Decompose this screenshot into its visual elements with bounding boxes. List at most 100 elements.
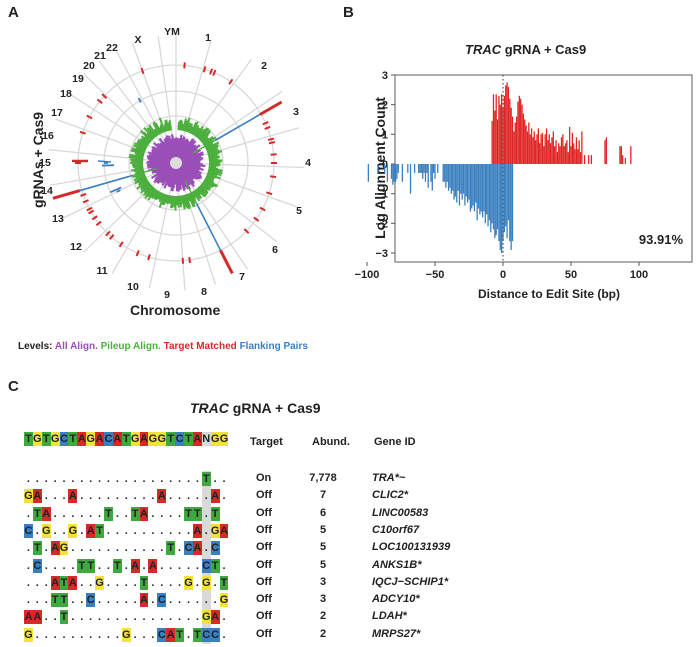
match-dot: . [186,473,190,485]
positive-bar [529,134,531,164]
nucleotide: A [192,541,202,556]
chromosome-label-ym: YM [164,26,180,38]
chromosome-label-12: 12 [70,241,82,253]
match-dot: . [98,611,102,624]
nucleotide: A [32,610,42,625]
negative-bar [491,164,493,224]
legend: Levels: All Align. Pileup Align. Target … [18,341,308,352]
match-dot: . [44,594,48,607]
legend-flanking-pairs: Flanking Pairs [239,341,308,352]
match-dot: . [26,507,30,520]
match-dot: . [62,473,66,485]
nucleotide: G [219,432,229,446]
bar-chart-title: TRAC gRNA + Cas9 [465,42,586,57]
match-dot: . [213,473,217,485]
target-matched-mark [228,78,234,85]
row-abundance: 6 [319,506,327,519]
nucleotide: N [201,432,211,446]
flanking-mark [109,186,122,194]
negative-bar [437,164,439,173]
circos-xlabel: Chromosome [130,302,221,318]
negative-bar [502,164,504,242]
match-dot: . [98,490,102,503]
nucleotide: T [104,506,113,521]
match-dot: . [133,611,137,624]
match-dot: . [62,559,66,572]
negative-bar [477,164,480,209]
target-matched-mark [105,230,111,237]
center-dot [170,157,182,169]
match-dot: . [44,628,48,641]
match-dot: . [98,594,102,607]
row-abundance: 7,778 [309,472,337,484]
nucleotide: T [50,593,60,608]
table-title-italic: TRAC [190,400,229,416]
positive-bar [588,155,590,164]
negative-bar [390,164,393,179]
negative-bar [462,164,465,194]
target-matched-mark [147,254,151,261]
match-dot: . [142,524,146,537]
match-dot: . [151,542,155,555]
nucleotide: G [210,523,220,538]
match-dot: . [151,611,155,624]
target-matched-mark [79,130,86,135]
row-abundance: 5 [319,523,327,536]
row-gene-id: CLIC2* [372,489,409,502]
nucleotide: T [184,506,193,521]
row-abundance: 3 [319,593,327,606]
legend-target-matched: Target Matched [163,341,237,352]
match-dot: . [178,473,182,485]
match-dot: . [178,542,182,555]
match-dot: . [44,473,48,485]
nucleotide: A [86,523,96,538]
nucleotide: A [50,541,60,556]
target-matched-mark [101,93,108,99]
match-dot: . [124,594,128,607]
nucleotide: A [192,432,202,446]
match-dot: . [106,473,110,485]
y-tick-label: −3 [375,248,388,260]
match-dot: . [195,594,199,607]
match-dot: . [169,473,173,485]
match-dot: . [151,473,155,485]
chromosome-label-7: 7 [239,271,245,283]
row-target-type: Off [256,575,272,588]
nucleotide: T [24,432,33,446]
nucleotide: C [59,432,69,446]
match-dot: . [160,576,164,589]
match-dot: . [142,611,146,624]
nucleotide: T [32,506,42,521]
nucleotide: A [77,432,87,446]
match-dot: . [44,576,48,589]
target-matched-mark [140,67,145,75]
negative-bar [393,164,395,182]
positive-bar [520,98,522,164]
match-dot: . [186,490,190,503]
legend-pileup-align: Pileup Align. [100,341,161,352]
match-dot: . [80,576,84,589]
target-matched-mark [267,137,275,141]
positive-bar [554,146,556,164]
negative-bar [446,164,448,182]
match-dot: . [106,490,110,503]
match-dot: . [222,559,226,572]
nucleotide: T [32,541,42,556]
row-target-type: Off [256,558,272,571]
row-target-type: On [256,472,272,484]
chromosome-boundary-line [148,168,176,289]
chromosome-label-22: 22 [106,42,118,54]
positive-bar [559,146,561,164]
nucleotide: C [86,593,96,608]
match-dot: . [133,490,137,503]
row-gene-id: MRPS27* [372,627,421,640]
positive-bar [574,149,576,164]
match-dot: . [124,473,128,485]
match-dot: . [142,473,146,485]
match-dot: . [186,611,190,624]
hit-target-line [259,100,283,116]
nucleotide: A [157,489,167,504]
positive-bar [526,131,529,164]
flanking-mark [137,97,142,103]
